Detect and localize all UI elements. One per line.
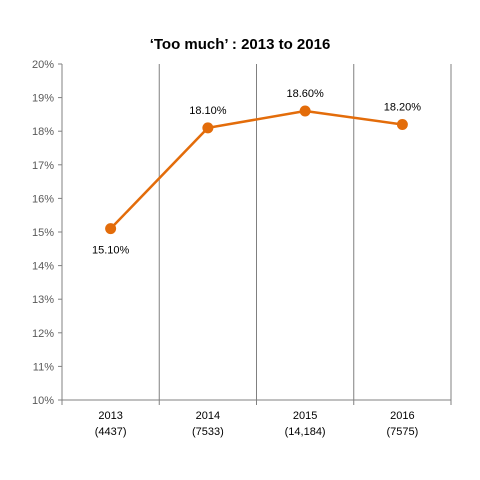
y-tick-label: 14% (32, 261, 54, 273)
data-label: 18.20% (384, 101, 422, 113)
x-tick-label: 2016 (390, 410, 414, 422)
x-tick-label: 2013 (98, 410, 122, 422)
y-tick-label: 12% (32, 328, 54, 340)
x-tick-label: 2014 (196, 410, 220, 422)
x-tick-label: 2015 (293, 410, 317, 422)
data-point (202, 122, 214, 134)
y-tick-label: 16% (32, 193, 54, 205)
y-tick-label: 11% (33, 361, 54, 373)
y-tick-label: 18% (32, 126, 54, 138)
chart-title: ‘Too much’ : 2013 to 2016 (149, 36, 331, 53)
y-tick-label: 15% (32, 227, 54, 239)
x-tick-sublabel: (4437) (95, 426, 127, 438)
data-point (105, 223, 117, 235)
x-tick-sublabel: (14,184) (285, 426, 326, 438)
data-label: 18.10% (189, 105, 227, 117)
x-tick-sublabel: (7533) (192, 426, 224, 438)
y-tick-label: 13% (32, 294, 54, 306)
y-tick-label: 10% (32, 395, 54, 407)
series-line (109, 109, 403, 230)
data-point (396, 118, 408, 130)
y-tick-label: 20% (32, 59, 54, 71)
y-tick-label: 19% (32, 93, 54, 105)
data-point (299, 105, 311, 117)
data-label: 15.10% (92, 245, 130, 257)
x-tick-sublabel: (7575) (386, 426, 418, 438)
y-tick-label: 17% (32, 160, 54, 172)
data-label: 18.60% (286, 88, 324, 100)
